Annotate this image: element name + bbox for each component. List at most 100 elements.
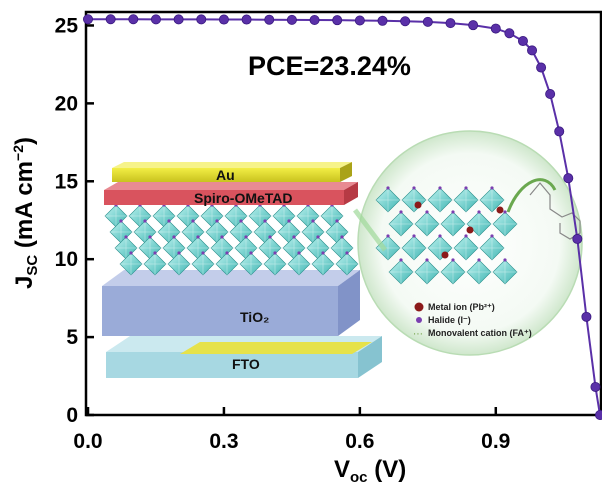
zoom-arrow-icon	[353, 208, 387, 252]
halide-dot	[490, 234, 494, 238]
data-point	[504, 28, 515, 39]
plot-frame	[84, 10, 602, 417]
octahedron-edge	[249, 205, 271, 227]
crystal-octahedron-edge	[415, 212, 439, 236]
legend-metal-ion: Metal ion (Pb²⁺)	[428, 302, 495, 312]
y-axis-label-main: J	[11, 276, 38, 289]
legend-halide: Halide (I⁻)	[428, 315, 471, 325]
data-point	[595, 410, 602, 420]
halide-dot	[148, 235, 152, 239]
data-point	[590, 381, 601, 392]
halide-dot	[287, 219, 291, 223]
data-point	[354, 15, 365, 26]
halide-dot	[399, 210, 403, 214]
octahedron-edge	[235, 237, 257, 259]
halide-dot	[119, 219, 123, 223]
octahedron-edge	[230, 221, 252, 243]
halide-dot	[412, 186, 416, 190]
octahedron-edge	[134, 221, 156, 243]
halide-dot	[451, 210, 455, 214]
perovskite-layer	[104, 203, 359, 276]
halide-dot	[225, 251, 229, 255]
x-axis-label-unit: (V)	[368, 456, 407, 483]
crystal-octahedron-edge	[389, 260, 413, 284]
halide-dot	[297, 251, 301, 255]
data-point	[241, 14, 252, 25]
halide-dot	[201, 251, 205, 255]
data-point	[128, 14, 139, 25]
octahedron-edge	[264, 253, 286, 275]
octahedron-edge	[201, 205, 223, 227]
data-point	[309, 15, 320, 26]
data-point	[563, 173, 574, 184]
y-tick-label: 10	[55, 248, 78, 271]
crystal-octahedron-edge	[493, 260, 517, 284]
data-point	[400, 16, 411, 27]
halide-dot	[273, 251, 277, 255]
crystal-octahedron-edge	[467, 212, 491, 236]
x-axis: 0.0 0.3 0.6 0.9	[73, 407, 510, 453]
octahedron-edge	[336, 253, 358, 275]
octahedron-edge	[139, 237, 161, 259]
halide-dot	[311, 219, 315, 223]
x-axis-label: Voc (V)	[334, 456, 406, 486]
x-axis-label-sub: oc	[350, 469, 368, 486]
halide-dot	[335, 219, 339, 223]
x-tick-label: 0.6	[345, 430, 374, 453]
octahedron-edge	[288, 253, 310, 275]
octahedron-edge	[153, 205, 175, 227]
halide-dot	[464, 186, 468, 190]
crystal-octahedron-edge	[428, 236, 452, 260]
octahedron-edge	[115, 237, 137, 259]
y-tick-label: 0	[66, 404, 78, 427]
crystal-octahedron-edge	[441, 212, 465, 236]
octahedron-edge	[331, 237, 353, 259]
octahedron-edge	[302, 221, 324, 243]
cation-molecule-icon	[529, 182, 581, 240]
halide-dot	[153, 251, 157, 255]
data-point	[422, 16, 433, 27]
halide-dot	[477, 258, 481, 262]
crystal-octahedron-edge	[376, 188, 400, 212]
octahedron-edge	[321, 205, 343, 227]
data-point	[468, 20, 479, 31]
octahedron-edge	[259, 237, 281, 259]
data-point	[377, 15, 388, 26]
cation-icon: ⋯	[413, 329, 423, 340]
device-stack: FTO TiO₂ Spiro-OMeTAD Au	[102, 162, 382, 378]
y-axis-label-sub: SC	[24, 255, 41, 276]
crystal-octahedron-edge	[454, 188, 478, 212]
crystal-octahedron-edge	[415, 260, 439, 284]
data-point	[536, 62, 547, 73]
halide-dot	[464, 234, 468, 238]
halide-dot	[191, 219, 195, 223]
halide-dot	[239, 219, 243, 223]
octahedron-edge	[129, 205, 151, 227]
crystal-legend: Metal ion (Pb²⁺) Halide (I⁻) ⋯ Monovalen…	[413, 302, 532, 340]
halide-dot	[220, 235, 224, 239]
crystal-octahedron-edge	[441, 260, 465, 284]
halide-dot	[172, 235, 176, 239]
octahedron-edge	[312, 253, 334, 275]
metal-ion-dot	[496, 206, 504, 214]
octahedron-edge	[283, 237, 305, 259]
halide-dot	[425, 210, 429, 214]
layer-label-spiro: Spiro-OMeTAD	[194, 190, 293, 206]
data-point	[527, 45, 538, 56]
halide-dot	[425, 258, 429, 262]
halide-dot	[386, 234, 390, 238]
halide-dot	[263, 219, 267, 223]
data-point	[286, 14, 297, 25]
metal-ion-dot	[441, 251, 449, 259]
layer-label-fto: FTO	[232, 356, 260, 372]
halide-dot	[196, 235, 200, 239]
y-axis-label: JSC (mA cm−2)	[10, 137, 41, 289]
halide-dot	[340, 235, 344, 239]
octahedron-edge	[240, 253, 262, 275]
metal-ion-icon	[414, 302, 424, 312]
data-point	[572, 233, 583, 244]
halide-dot	[503, 258, 507, 262]
x-tick-label: 0.3	[209, 430, 238, 453]
halide-dot	[451, 258, 455, 262]
metal-ion-dot	[414, 201, 422, 209]
